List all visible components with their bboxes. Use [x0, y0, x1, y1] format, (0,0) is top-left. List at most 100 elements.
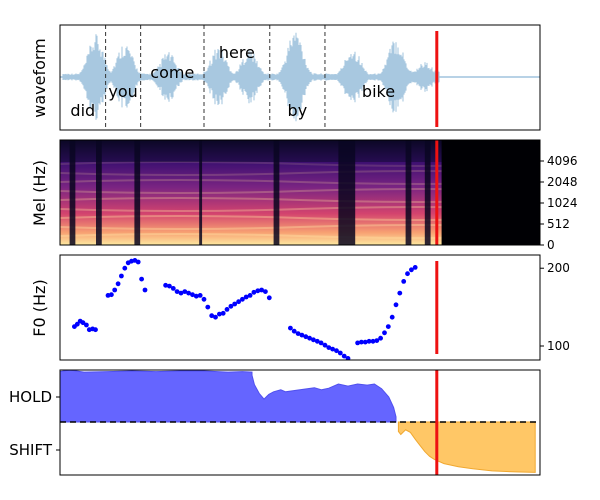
f0-point-3-9	[322, 342, 328, 348]
hold-area	[60, 370, 397, 423]
f0-point-2-12	[209, 313, 215, 319]
mel-ticklabel-4096: 4096	[547, 154, 578, 168]
mel-ticklabel-512: 512	[547, 217, 570, 231]
waveform-frame	[59, 24, 541, 131]
f0-point-4-7	[382, 330, 387, 336]
f0-point-2-25	[259, 287, 264, 293]
f0-point-4-8	[385, 324, 391, 329]
f0-point-2-18	[232, 301, 238, 307]
f0-point-1-1	[109, 292, 114, 298]
f0-ticklabel-200: 200	[547, 261, 570, 275]
f0-point-4-2	[362, 339, 368, 345]
f0-point-3-4	[303, 334, 309, 340]
f0-point-2-3	[174, 289, 180, 294]
f0-point-2-7	[190, 292, 195, 298]
word-label-you: you	[108, 82, 137, 101]
mel-gap-5	[338, 140, 356, 245]
f0-point-3-5	[307, 335, 312, 341]
f0-point-4-6	[378, 335, 383, 341]
turn-taking-frame	[59, 369, 541, 476]
f0-point-4-0	[355, 340, 360, 346]
word-label-by: by	[288, 101, 308, 120]
f0-point-3-14	[341, 353, 347, 359]
mel-gap-4	[273, 140, 280, 245]
f0-point-4-10	[393, 302, 399, 308]
f0-point-2-5	[182, 289, 188, 294]
f0-point-0-1	[74, 321, 80, 327]
mel-panel: Mel (Hz) 0 512 1024 2048 4096	[30, 139, 578, 252]
mel-gap-1	[96, 140, 102, 245]
f0-point-2-22	[247, 293, 253, 298]
f0-point-3-0	[288, 325, 293, 331]
f0-frame	[59, 254, 541, 361]
mel-silence	[441, 140, 540, 245]
f0-point-2-21	[243, 294, 249, 300]
mel-upper-band	[60, 140, 540, 162]
f0-point-2-20	[240, 296, 245, 302]
f0-point-1-11	[142, 287, 148, 293]
f0-point-3-2	[295, 331, 301, 336]
f0-ticklabel-100: 100	[547, 339, 570, 353]
f0-point-1-9	[135, 259, 141, 265]
f0-point-2-9	[197, 293, 203, 298]
f0-point-1-3	[115, 281, 121, 287]
f0-point-4-14	[409, 267, 414, 273]
mel-ticklabel-0: 0	[547, 238, 555, 252]
mel-gap-7	[424, 140, 431, 245]
f0-point-0-4	[84, 322, 89, 328]
word-label-come: come	[150, 63, 194, 82]
f0-point-4-13	[405, 271, 410, 277]
f0-point-0-7	[93, 327, 98, 333]
f0-point-3-7	[314, 338, 320, 344]
f0-point-2-26	[263, 289, 268, 294]
mel-frame	[59, 139, 541, 246]
f0-point-2-1	[167, 283, 172, 289]
tt-ticklabel-hold: HOLD	[9, 388, 52, 406]
f0-point-4-11	[397, 290, 403, 296]
f0-panel: F0 (Hz) 100 200	[30, 254, 570, 361]
f0-point-1-10	[139, 276, 145, 282]
f0-point-3-12	[334, 348, 339, 354]
f0-point-2-4	[178, 290, 184, 296]
f0-point-4-12	[401, 279, 407, 284]
f0-point-3-6	[311, 337, 316, 343]
f0-point-4-9	[389, 314, 395, 320]
f0-point-3-11	[330, 346, 335, 352]
f0-point-1-4	[119, 273, 124, 279]
f0-point-1-5	[122, 265, 128, 271]
f0-point-1-2	[112, 287, 118, 293]
f0-point-2-10	[201, 296, 207, 302]
f0-point-4-1	[359, 339, 364, 345]
word-label-did: did	[70, 101, 95, 120]
f0-point-2-17	[228, 303, 234, 309]
f0-point-0-3	[80, 320, 86, 326]
mel-gap-6	[405, 140, 412, 245]
turn-taking-panel: HOLD SHIFT	[9, 369, 541, 476]
f0-point-2-23	[251, 289, 257, 295]
f0-point-2-16	[224, 307, 230, 312]
f0-point-2-13	[213, 314, 218, 320]
f0-point-2-24	[255, 288, 261, 294]
f0-point-3-15	[345, 356, 351, 360]
waveform-ylabel: waveform	[30, 38, 49, 118]
mel-gap-0	[69, 140, 76, 245]
word-label-here: here	[219, 43, 255, 62]
f0-point-2-15	[220, 310, 226, 316]
word-label-bike: bike	[362, 82, 395, 101]
f0-point-3-13	[337, 350, 343, 356]
mel-gap-2	[134, 140, 141, 245]
mel-ticklabel-1024: 1024	[547, 196, 578, 210]
f0-point-3-1	[291, 328, 297, 334]
mel-gap-3	[199, 140, 203, 245]
f0-point-4-3	[366, 338, 372, 344]
shift-area	[397, 421, 536, 473]
mel-ylabel: Mel (Hz)	[30, 160, 49, 226]
f0-point-4-4	[370, 338, 376, 344]
f0-point-4-15	[412, 265, 418, 270]
f0-point-2-2	[170, 286, 176, 291]
f0-point-2-14	[217, 311, 222, 317]
f0-point-2-11	[205, 304, 211, 310]
mel-ticklabel-2048: 2048	[547, 175, 578, 189]
